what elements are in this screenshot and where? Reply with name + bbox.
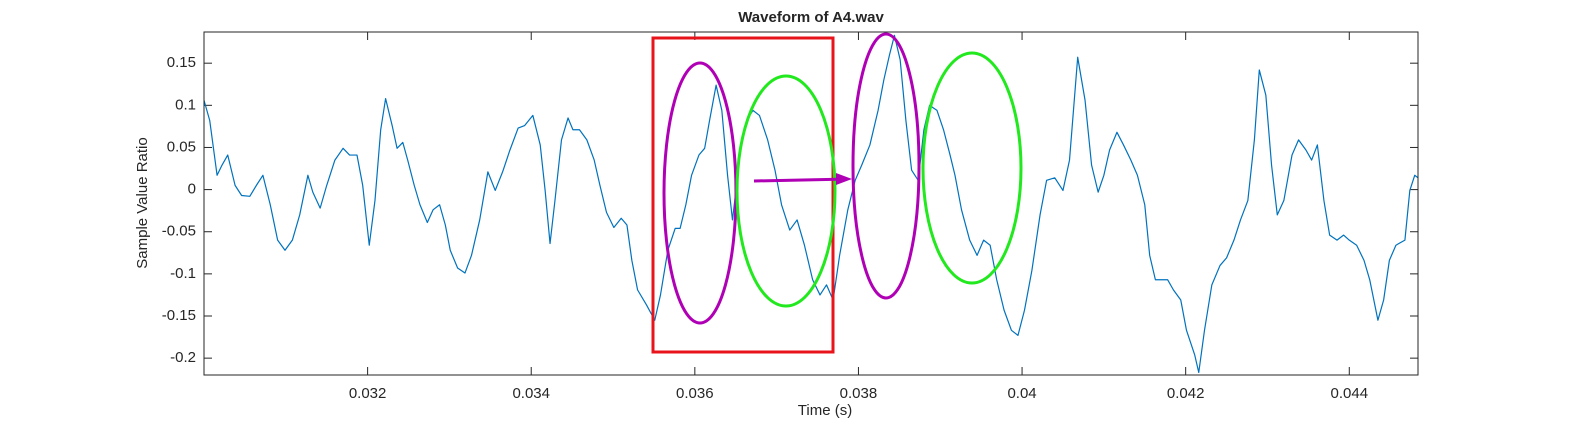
x-tick-label: 0.042	[1167, 385, 1205, 402]
x-tick-label: 0.034	[512, 385, 550, 402]
x-tick-label: 0.04	[1007, 385, 1036, 402]
arrow-head	[836, 173, 852, 185]
highlight-box	[651, 36, 835, 354]
y-axis-label: Sample Value Ratio	[134, 137, 151, 268]
x-tick-label: 0.044	[1331, 385, 1369, 402]
arrow-shaft	[753, 177, 839, 183]
ellipse-purple	[851, 32, 921, 300]
y-tick-label: 0.1	[175, 96, 196, 113]
y-tick-label: 0.05	[167, 138, 196, 155]
y-tick-label: -0.15	[162, 307, 196, 324]
y-tick-label: -0.2	[170, 349, 196, 366]
plot-area: -0.2 -0.15 -0.1 -0.05 0 0.05 0.1 0.15 0.032 0.034…	[162, 32, 1419, 402]
x-tick-label: 0.038	[840, 385, 878, 402]
y-tick-label: -0.05	[162, 223, 196, 240]
x-tick-label: 0.036	[676, 385, 714, 402]
axes-box	[203, 31, 1419, 376]
x-tick-label: 0.032	[349, 385, 387, 402]
annotations	[651, 32, 1023, 354]
y-tick-label: 0	[188, 181, 196, 198]
waveform-line	[203, 34, 1419, 374]
ellipse-green	[921, 51, 1023, 285]
y-tick-label: 0.15	[167, 54, 196, 71]
ellipse-green	[735, 74, 837, 308]
chart-title: Waveform of A4.wav	[738, 9, 884, 26]
x-axis-label: Time (s)	[798, 402, 852, 419]
y-tick-label: -0.1	[170, 265, 196, 282]
